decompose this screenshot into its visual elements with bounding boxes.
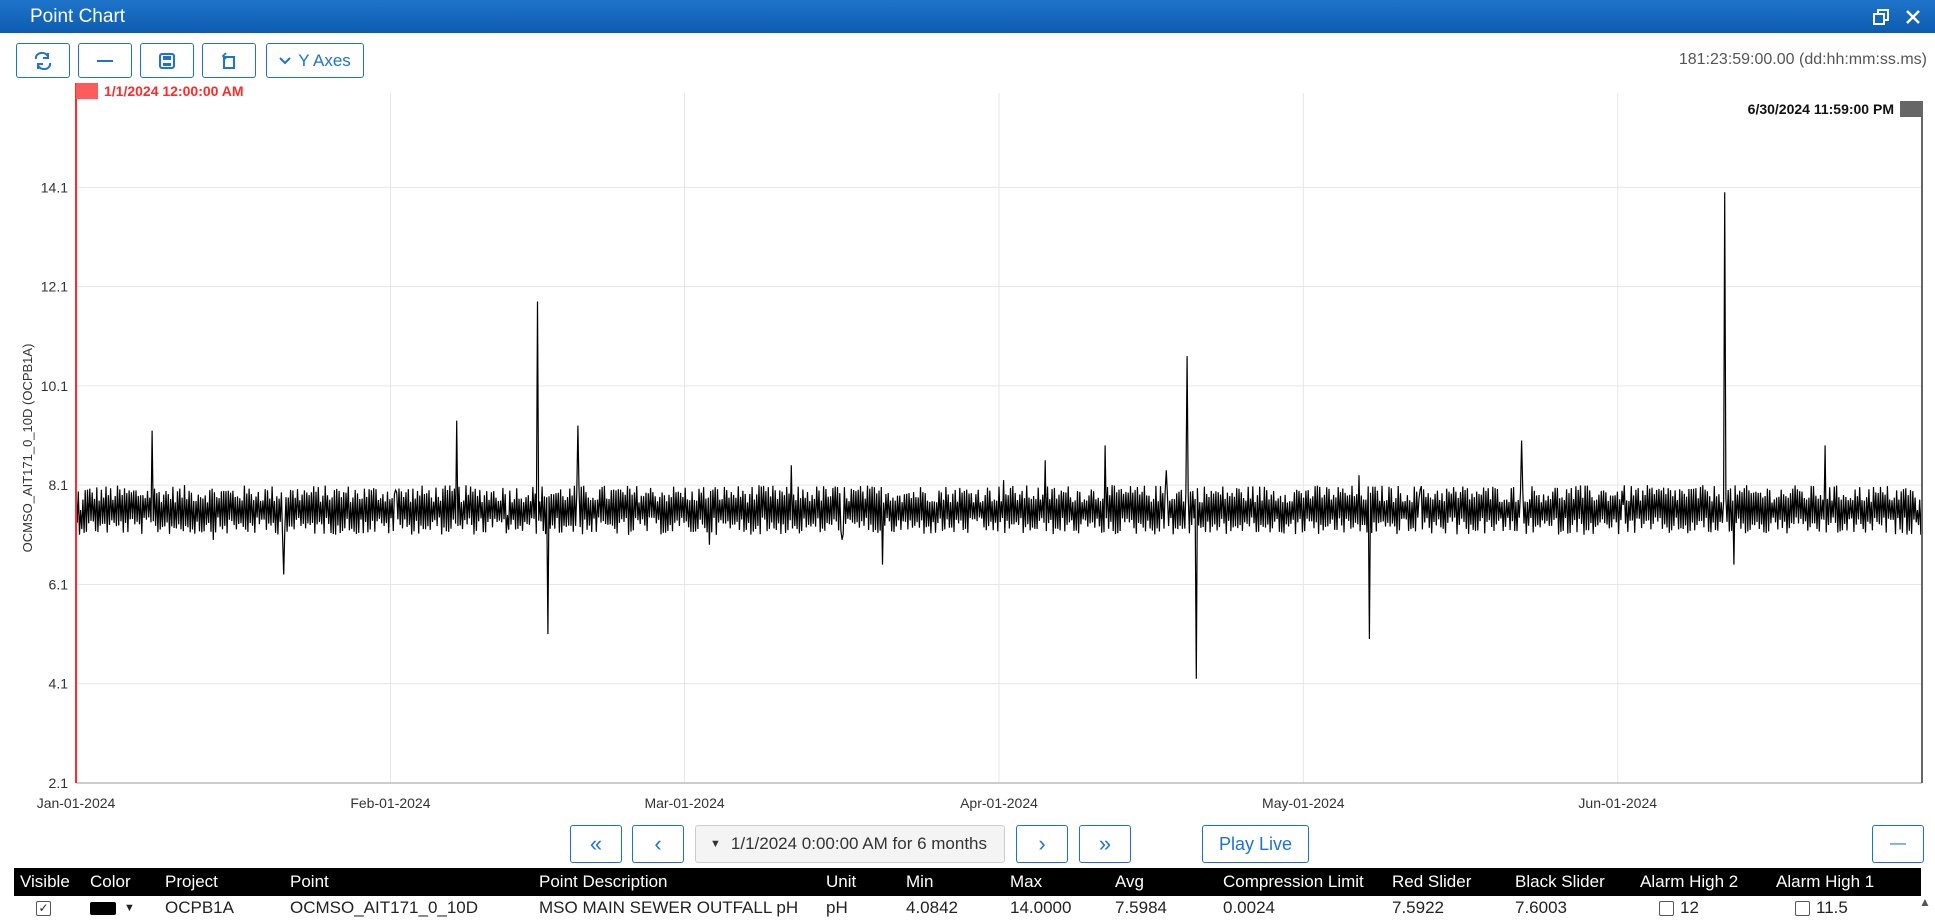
caret-down-icon: ▼ — [710, 838, 721, 850]
x-tick-label: Apr-01-2024 — [960, 795, 1038, 811]
cell-unit: pH — [826, 898, 848, 917]
chart-toolbar: Y Axes 181:23:59:00.00 (dd:hh:mm:ss.ms) — [0, 33, 1935, 83]
black-slider-handle — [1900, 101, 1922, 117]
x-tick-label: May-01-2024 — [1262, 795, 1345, 811]
y-axes-label: Y Axes — [298, 50, 351, 70]
col-avg[interactable]: Avg — [1115, 872, 1144, 891]
play-live-button[interactable]: Play Live — [1202, 825, 1309, 863]
point-chart: 2.1 4.1 6.1 8.1 10.1 12.1 14.1 Jan-01-2024 Feb-0… — [0, 83, 1935, 820]
refresh-button[interactable] — [16, 43, 70, 78]
first-page-button[interactable]: « — [570, 825, 622, 863]
minimize-chart-button[interactable] — [78, 43, 132, 78]
collapse-table-button[interactable]: — — [1872, 825, 1924, 863]
refresh-icon — [34, 51, 52, 70]
y-tick-label: 14.1 — [41, 179, 68, 195]
window-titlebar: Point Chart — [0, 0, 1935, 33]
y-tick-label: 12.1 — [41, 279, 68, 295]
cell-max: 14.0000 — [1010, 898, 1072, 917]
rotate-button[interactable] — [202, 43, 256, 78]
time-navigation-bar: « ‹ ▼ 1/1/2024 0:00:00 AM for 6 months ›… — [0, 820, 1935, 868]
cell-compression: 0.0024 — [1223, 898, 1275, 917]
color-picker[interactable]: ▼ — [90, 896, 135, 920]
y-tick-label: 4.1 — [49, 676, 69, 692]
col-visible[interactable]: Visible — [20, 872, 70, 891]
caret-down-icon: ▼ — [124, 902, 135, 914]
color-swatch — [90, 901, 116, 915]
black-slider-label: 6/30/2024 11:59:00 PM — [1748, 101, 1894, 117]
y-axis-label: OCMSO_AIT171_0_10D (OCPB1A) — [20, 344, 35, 553]
save-icon — [159, 52, 175, 69]
previous-page-button[interactable]: ‹ — [632, 825, 684, 863]
time-range-select[interactable]: ▼ 1/1/2024 0:00:00 AM for 6 months — [695, 825, 1005, 863]
col-description[interactable]: Point Description — [539, 872, 668, 891]
series-line — [75, 192, 1923, 679]
save-button[interactable] — [140, 43, 194, 78]
y-tick-label: 6.1 — [49, 576, 69, 592]
table-header: Visible Color Project Point Point Descri… — [14, 868, 1921, 896]
col-point[interactable]: Point — [290, 872, 329, 891]
col-alarm-high-2[interactable]: Alarm High 2 — [1640, 872, 1739, 891]
col-project[interactable]: Project — [165, 872, 218, 891]
col-black-slider[interactable]: Black Slider — [1515, 872, 1605, 891]
col-unit[interactable]: Unit — [826, 872, 857, 891]
cell-point: OCMSO_AIT171_0_10D — [290, 898, 479, 917]
y-tick-label: 8.1 — [49, 477, 69, 493]
cell-alarm-high-1: 11.5 — [1816, 898, 1848, 917]
last-page-button[interactable]: » — [1079, 825, 1131, 863]
cell-avg: 7.5984 — [1115, 898, 1167, 917]
cell-black-slider: 7.6003 — [1515, 898, 1567, 917]
col-red-slider[interactable]: Red Slider — [1392, 872, 1472, 891]
chart-svg: 2.1 4.1 6.1 8.1 10.1 12.1 14.1 Jan-01-2024 Feb-0… — [20, 83, 1923, 811]
alarm-high-1-checkbox[interactable] — [1795, 900, 1810, 916]
close-icon[interactable] — [1900, 4, 1926, 30]
x-tick-label: Mar-01-2024 — [644, 795, 724, 811]
col-max[interactable]: Max — [1010, 872, 1043, 891]
cell-description: MSO MAIN SEWER OUTFALL pH — [539, 898, 799, 917]
visible-checkbox[interactable]: ✓ — [36, 900, 51, 916]
y-tick-label: 2.1 — [49, 775, 69, 791]
x-tick-label: Feb-01-2024 — [350, 795, 430, 811]
scroll-up-icon[interactable]: ▲ — [1919, 895, 1931, 909]
chevron-down-icon — [279, 56, 291, 65]
cell-min: 4.0842 — [906, 898, 958, 917]
col-compression[interactable]: Compression Limit — [1223, 872, 1364, 891]
red-slider-label: 1/1/2024 12:00:00 AM — [104, 83, 244, 99]
cell-red-slider: 7.5922 — [1392, 898, 1444, 917]
cell-project: OCPB1A — [165, 898, 234, 917]
cell-alarm-high-2: 12 — [1680, 898, 1699, 917]
table-row[interactable]: ✓ ▼ OCPB1A OCMSO_AIT171_0_10D MSO MAIN S… — [14, 896, 1921, 920]
y-axes-dropdown[interactable]: Y Axes — [266, 43, 364, 78]
x-tick-label: Jun-01-2024 — [1578, 795, 1657, 811]
y-tick-label: 10.1 — [41, 378, 68, 394]
rotate-icon — [221, 51, 235, 69]
duration-readout: 181:23:59:00.00 (dd:hh:mm:ss.ms) — [1678, 51, 1927, 68]
points-table: Visible Color Project Point Point Descri… — [14, 868, 1921, 920]
restore-icon[interactable] — [1868, 4, 1894, 30]
col-min[interactable]: Min — [906, 872, 934, 891]
alarm-high-2-checkbox[interactable] — [1659, 900, 1674, 916]
col-alarm-high-1[interactable]: Alarm High 1 — [1776, 872, 1875, 891]
col-color[interactable]: Color — [90, 872, 131, 891]
x-tick-label: Jan-01-2024 — [37, 795, 116, 811]
red-slider-handle — [76, 83, 98, 99]
next-page-button[interactable]: › — [1016, 825, 1068, 863]
time-range-label: 1/1/2024 0:00:00 AM for 6 months — [730, 834, 988, 853]
minus-icon — [97, 59, 113, 62]
window-title: Point Chart — [30, 5, 126, 27]
